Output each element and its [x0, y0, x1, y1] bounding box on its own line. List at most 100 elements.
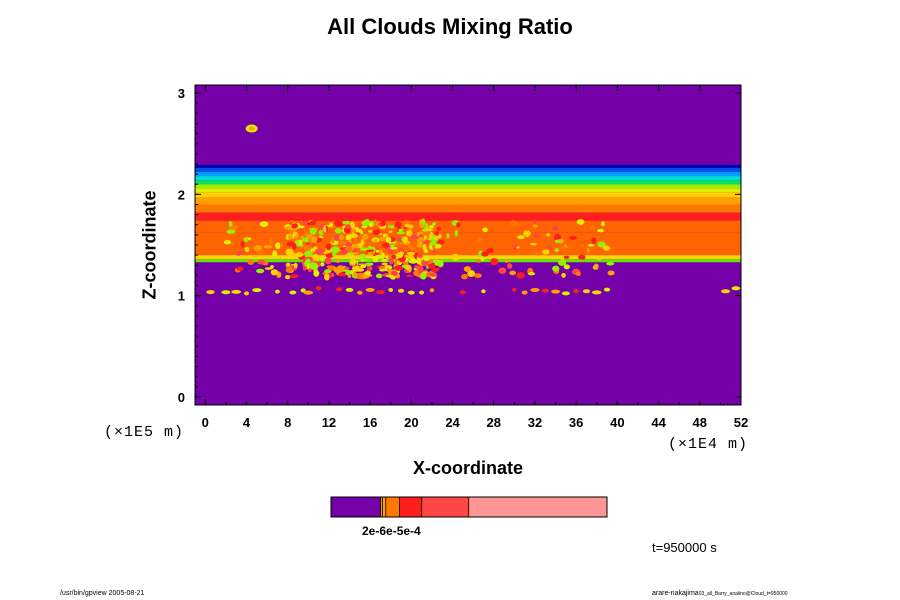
cloud-cell	[372, 229, 381, 235]
cloud-cell	[308, 262, 317, 265]
band-layer-8	[195, 197, 741, 205]
cloud-cell	[295, 251, 304, 258]
x-scale-label: (×1E4 m)	[668, 436, 749, 453]
cloud-cell	[385, 236, 392, 243]
colorbar-segment	[331, 497, 381, 517]
cloud-cell	[419, 272, 427, 280]
cloud-cell	[291, 242, 297, 250]
cloud-cell	[258, 249, 265, 256]
y-tick-label: 1	[178, 289, 185, 304]
cloud-cell	[478, 250, 483, 258]
cloud-cell	[432, 267, 440, 272]
cloud-cell	[379, 269, 386, 272]
cloud-cell	[554, 233, 562, 241]
cloud-cell	[351, 243, 359, 249]
cloud-cell	[298, 239, 303, 246]
cloud-cell	[423, 255, 430, 262]
cloud-cell	[247, 259, 255, 265]
cloud-cell	[381, 252, 385, 260]
low-cloud-cell	[231, 289, 242, 294]
cloud-cell	[375, 249, 380, 253]
x-tick-label: 48	[693, 415, 707, 430]
cloud-cell	[269, 237, 273, 245]
cloud-cell	[340, 249, 349, 255]
x-tick-label: 0	[202, 415, 209, 430]
low-cloud-cell	[206, 290, 215, 295]
cloud-cell	[482, 227, 488, 233]
cloud-cell	[394, 221, 402, 228]
low-cloud-cell	[573, 289, 579, 294]
cloud-cell	[320, 258, 325, 261]
cloud-cell	[422, 243, 427, 251]
x-tick-label: 16	[363, 415, 377, 430]
cloud-cell	[507, 263, 513, 269]
cloud-cell	[561, 272, 566, 278]
cloud-cell	[334, 220, 343, 227]
cloud-cell	[498, 267, 507, 274]
cloud-cell	[405, 229, 413, 237]
low-cloud-cell	[365, 287, 375, 292]
x-tick-label: 40	[610, 415, 624, 430]
low-cloud-cell	[407, 290, 415, 295]
cloud-cell	[602, 245, 611, 251]
colorbar-segment	[421, 497, 469, 517]
cloud-cell	[490, 258, 499, 266]
x-tick-label: 12	[322, 415, 336, 430]
cloud-cell	[361, 225, 368, 229]
low-cloud-cell	[521, 290, 528, 295]
low-cloud-cell	[591, 290, 602, 295]
colorbar-tick-labels: 2e-6e-5e-4	[362, 524, 421, 538]
cloud-cell	[307, 268, 312, 273]
cloud-cell	[404, 224, 410, 228]
cloud-cell	[290, 274, 299, 279]
cloud-cell	[352, 252, 359, 255]
x-tick-label: 4	[243, 415, 251, 430]
cloud-cell	[293, 262, 298, 269]
cloud-cell	[263, 244, 272, 249]
band-layer-6	[195, 188, 741, 193]
low-cloud-cell	[336, 287, 343, 292]
cloud-cell	[422, 240, 431, 244]
cloud-cell	[368, 222, 374, 228]
cloud-cell	[240, 240, 245, 248]
cloud-cell	[554, 248, 559, 253]
cloud-cell	[384, 221, 392, 226]
cloud-cell	[438, 260, 444, 268]
low-cloud-cell	[720, 289, 731, 294]
cloud-cell	[315, 248, 324, 255]
cloud-cell	[597, 228, 605, 233]
cloud-cell	[237, 250, 247, 255]
cloud-cell	[438, 234, 442, 239]
cloud-cell	[486, 248, 494, 254]
cloud-cell	[421, 218, 426, 225]
cloud-cell	[372, 255, 379, 263]
cloud-cell	[402, 236, 409, 244]
cloud-cell	[473, 273, 482, 279]
x-tick-label: 20	[404, 415, 418, 430]
low-cloud-cell	[300, 288, 306, 293]
cloud-cell	[410, 234, 420, 240]
cloud-cell	[481, 251, 489, 257]
cloud-cell	[530, 242, 537, 246]
cloud-cell	[596, 256, 602, 261]
cloud-cell	[360, 239, 365, 246]
cloud-cell	[384, 264, 388, 272]
cloud-cell	[407, 251, 415, 256]
cloud-cell	[313, 270, 320, 277]
cloud-cell	[311, 242, 316, 247]
low-cloud-cell	[541, 288, 549, 293]
cloud-cell	[429, 272, 438, 277]
cloud-cell	[345, 269, 351, 276]
cloud-cell	[575, 271, 581, 276]
cloud-cell	[342, 220, 351, 225]
cloud-cell	[256, 268, 265, 274]
cloud-cell	[226, 229, 236, 234]
cloud-cell	[527, 272, 536, 276]
low-cloud-cell	[459, 290, 466, 295]
cloud-cell	[279, 242, 284, 248]
cloud-cell	[552, 265, 560, 272]
cloud-cell	[436, 226, 442, 231]
cloud-cell	[373, 219, 377, 226]
